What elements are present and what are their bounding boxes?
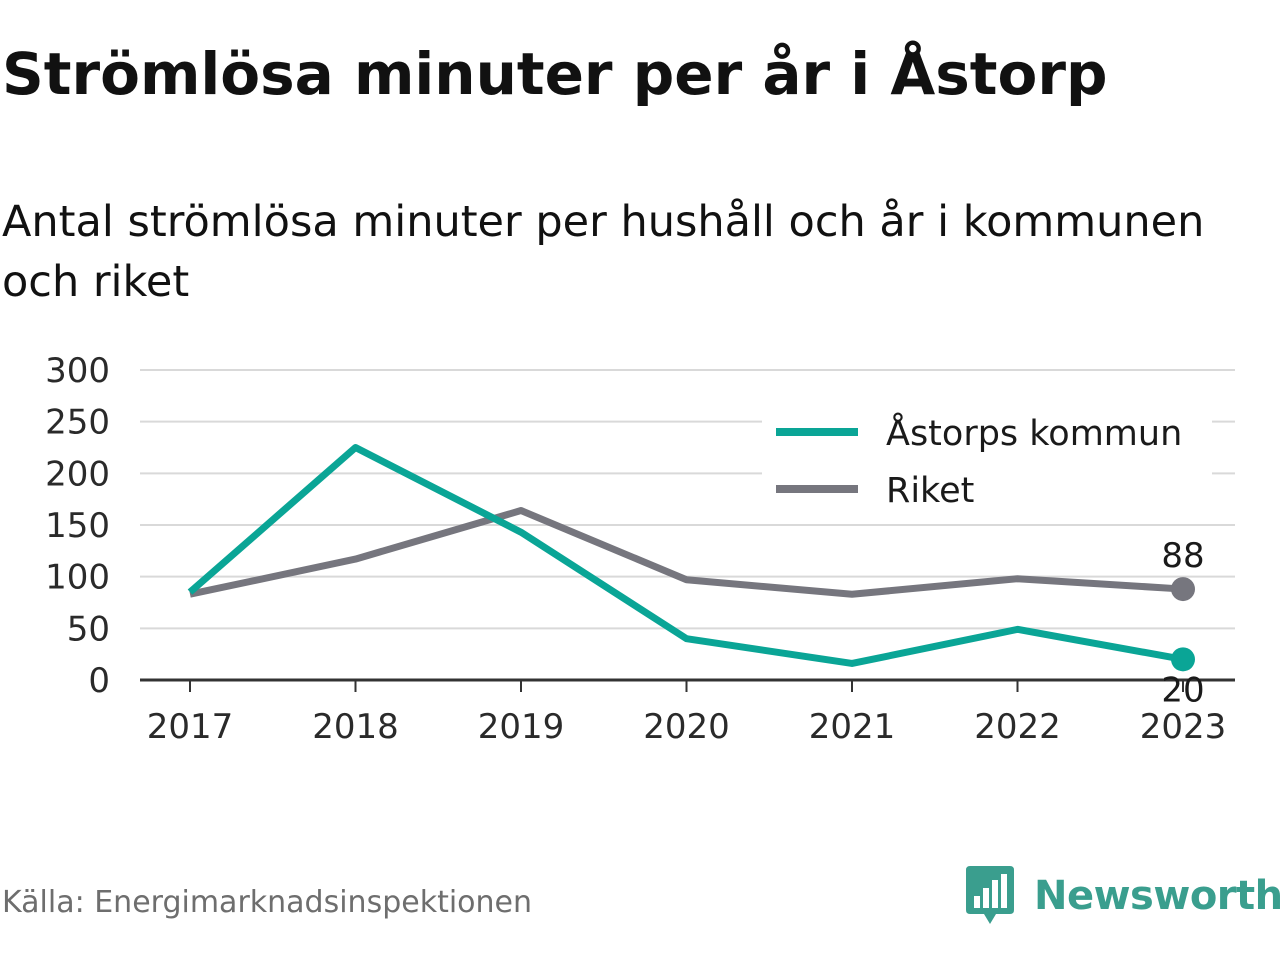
series-line-astorp [187, 444, 1184, 667]
y-tick-label: 150 [45, 506, 110, 546]
chart-title: Strömlösa minuter per år i Åstorp [2, 40, 1108, 108]
y-tick-label: 300 [45, 351, 110, 391]
legend-background [762, 402, 1212, 520]
x-axis-ticks: 2017 2018 2019 2020 2021 2022 2023 [147, 680, 1227, 747]
series-line-riket [189, 507, 1184, 598]
legend-label-riket: Riket [886, 471, 974, 511]
end-point-riket [1171, 577, 1195, 602]
x-tick-label: 2020 [643, 707, 730, 747]
y-tick-label: 200 [45, 454, 110, 494]
x-tick-label: 2021 [809, 707, 896, 747]
brand: Newsworthy [966, 864, 1280, 928]
x-tick-label: 2017 [147, 707, 234, 747]
end-label-riket: 88 [1161, 536, 1204, 576]
end-point-astorp [1171, 647, 1195, 672]
source-note: Källa: Energimarknadsinspektionen [2, 885, 533, 920]
y-tick-label: 100 [45, 558, 110, 598]
brand-name: Newsworthy [1034, 873, 1280, 919]
x-tick-label: 2018 [312, 707, 399, 747]
newsworthy-logo-icon [966, 866, 1014, 924]
y-tick-label: 0 [88, 661, 110, 701]
y-tick-label: 250 [45, 403, 110, 443]
x-tick-label: 2023 [1140, 707, 1227, 747]
x-tick-label: 2022 [974, 707, 1061, 747]
legend-label-astorp: Åstorps kommun [886, 411, 1182, 454]
x-tick-label: 2019 [478, 707, 565, 747]
series-lines [187, 444, 1195, 672]
end-label-astorp: 20 [1161, 670, 1204, 710]
chart-subtitle: Antal strömlösa minuter per hushåll och … [2, 197, 1205, 307]
y-tick-label: 50 [67, 609, 110, 649]
y-axis-ticks: 0 50 100 150 200 250 300 [45, 351, 110, 701]
legend: Åstorps kommun Riket [762, 402, 1212, 520]
